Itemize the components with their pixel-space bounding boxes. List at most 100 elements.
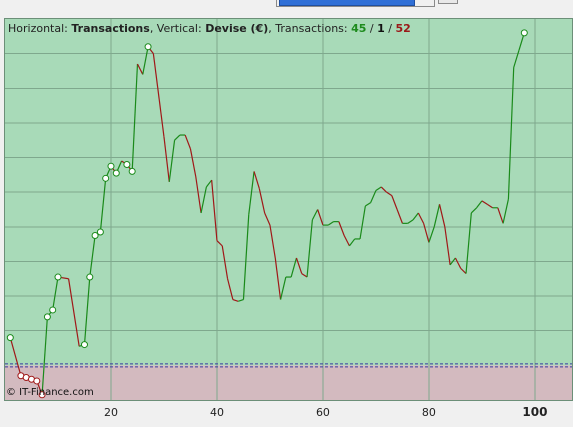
series-segment-up: [168, 140, 176, 182]
trade-marker: [38, 391, 46, 399]
series-segment-up: [348, 238, 356, 247]
series-segment-up: [99, 178, 107, 233]
series-segment-down: [497, 207, 504, 224]
series-segment-up: [370, 190, 377, 203]
series-segment-down: [295, 257, 303, 274]
selector-field[interactable]: [276, 0, 435, 7]
series-segment-up: [205, 179, 213, 188]
trade-marker: [86, 273, 94, 281]
series-segment-down: [184, 134, 192, 150]
series-segment-up: [470, 207, 478, 214]
series-segment-up: [412, 212, 419, 221]
series-segment-down: [264, 212, 271, 226]
series-segment-up: [306, 219, 313, 278]
series-segment-up: [41, 316, 48, 395]
series-segment-up: [89, 235, 96, 278]
trade-marker: [128, 167, 136, 175]
series-segment-down: [232, 298, 239, 302]
series-segment-down: [189, 148, 197, 177]
trade-marker: [91, 231, 99, 239]
series-segment-down: [338, 221, 345, 236]
count-sep-1: /: [366, 22, 378, 35]
series-segment-down: [226, 278, 234, 300]
count-positive: 45: [351, 22, 367, 35]
series-segment-up: [237, 298, 244, 302]
series-segment-up: [290, 257, 298, 278]
count-negative: 52: [395, 22, 411, 35]
series-segment-up: [476, 200, 483, 209]
x-tick-label: 60: [316, 406, 330, 419]
series-segment-down: [438, 204, 446, 227]
series-segment-up: [200, 186, 207, 214]
series-segment-down: [396, 209, 403, 224]
series-segment-up: [449, 257, 456, 266]
series-segment-down: [317, 209, 324, 226]
x-tick-label: 40: [210, 406, 224, 419]
series-segment-down: [486, 203, 493, 209]
series-segment-up: [242, 214, 250, 300]
trade-marker: [144, 43, 152, 51]
negative-area: [5, 365, 572, 400]
series-segment-down: [211, 180, 218, 241]
series-segment-up: [502, 198, 509, 224]
series-segment-down: [274, 257, 282, 300]
series-segment-down: [380, 186, 387, 193]
series-segment-up: [428, 226, 435, 243]
chart-header: Horizontal: Transactions, Vertical: Devi…: [8, 22, 411, 35]
series-segment-up: [83, 276, 91, 345]
copyright-text: © IT-Finance.com: [6, 387, 94, 398]
series-segment-down: [454, 257, 462, 269]
series-segment-down: [386, 191, 393, 197]
transactions-label: , Transactions:: [268, 22, 348, 35]
horizontal-value: Transactions: [71, 22, 150, 35]
count-sep-2: /: [384, 22, 396, 35]
series-segment-up: [513, 49, 520, 68]
horizontal-label: Horizontal:: [8, 22, 68, 35]
series-segment-down: [258, 188, 266, 214]
series-segment-down: [195, 176, 202, 214]
x-tick-label: 20: [104, 406, 118, 419]
trade-marker: [102, 174, 110, 182]
series-segment-down: [460, 267, 467, 275]
vertical-value: Devise (€): [205, 22, 269, 35]
trade-marker: [6, 334, 14, 342]
series-segment-up: [131, 63, 139, 172]
series-segment-down: [481, 200, 488, 205]
series-segment-up: [142, 46, 149, 75]
series-segment-up: [465, 212, 472, 274]
toolbar: [0, 0, 573, 18]
selector-highlight[interactable]: [279, 0, 415, 6]
series-segment-down: [216, 240, 223, 247]
series-segment-up: [359, 205, 366, 240]
series-segment-down: [417, 212, 425, 224]
x-tick-label: 80: [422, 406, 436, 419]
trade-marker: [43, 313, 51, 321]
small-toolbar-button[interactable]: [438, 0, 458, 4]
series-segment-down: [301, 273, 308, 278]
series-segment-down: [9, 337, 22, 376]
trade-marker: [80, 341, 88, 349]
series-segment-down: [391, 195, 398, 210]
series-segment-down: [163, 136, 170, 182]
series-segment-down: [444, 226, 451, 266]
series-segment-down: [152, 53, 165, 137]
trade-marker: [33, 377, 41, 385]
trade-marker: [96, 228, 104, 236]
series-segment-up: [433, 204, 441, 227]
series-segment-up: [507, 67, 515, 200]
series-segment-up: [327, 221, 334, 226]
trade-marker: [112, 169, 120, 177]
series-segment-up: [375, 186, 382, 191]
count-neutral: 1: [377, 22, 385, 35]
series-segment-down: [343, 235, 350, 247]
series-segment-up: [52, 276, 59, 311]
trade-marker: [123, 160, 131, 168]
series-segment-down: [221, 245, 229, 279]
series-segment-up: [248, 171, 255, 215]
series-segment-up: [365, 202, 371, 207]
series-segment-up: [407, 219, 414, 224]
x-tick-label: 100: [522, 405, 547, 419]
series-segment-up: [311, 209, 319, 221]
vertical-label: , Vertical:: [149, 22, 202, 35]
